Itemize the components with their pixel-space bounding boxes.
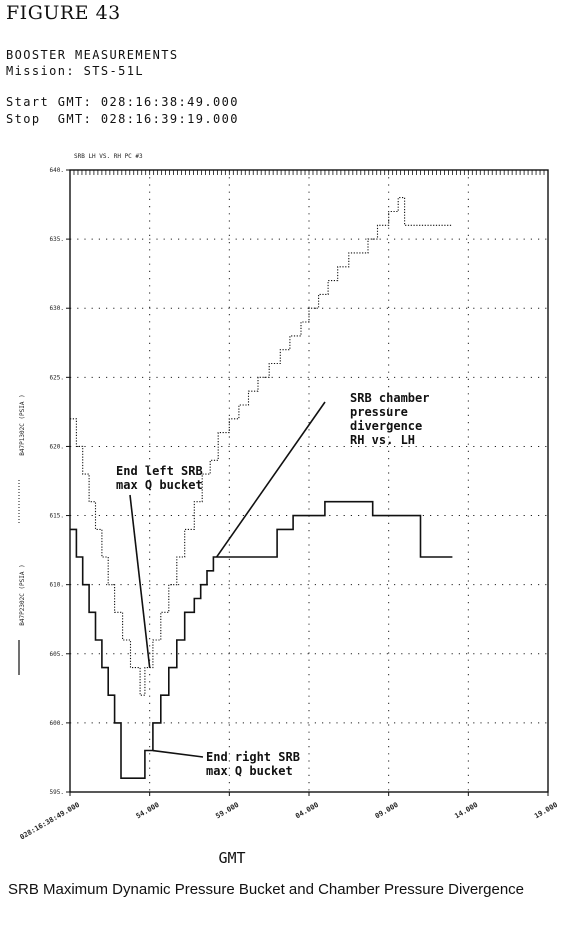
annotation-leader: [152, 749, 204, 758]
y-tick-label: 610.: [50, 582, 64, 589]
annotation-leader: [129, 494, 151, 668]
y-tick-label: 625.: [50, 374, 64, 381]
y-tick-label: 620.: [50, 443, 64, 450]
figure-label: FIGURE 43: [6, 2, 121, 24]
y-tick-label: 600.: [50, 720, 64, 727]
annotation-text: max Q bucket: [206, 764, 293, 778]
x-tick-label: 19.000: [533, 801, 559, 821]
annotation-text: RH vs. LH: [350, 433, 415, 447]
annotation-text: End right SRB: [206, 750, 300, 764]
x-tick-label: 04.000: [294, 801, 320, 821]
legend-entry-dotted: B47P1302C (PSIA ): [19, 394, 26, 455]
annotation-text: SRB chamber: [350, 391, 429, 405]
header-mission: Mission: STS-51L: [6, 64, 144, 78]
series-layer: [70, 197, 453, 780]
header-title: BOOSTER MEASUREMENTS: [6, 48, 179, 62]
x-tick-label: 14.000: [453, 801, 479, 821]
ticks-layer: 595. 600. 605. 610. 615. 620. 625. 630. 635. 640.…: [19, 167, 559, 841]
series-line-B47P1302C: [70, 197, 453, 696]
annotation-text: pressure: [350, 405, 408, 419]
x-tick-label: 028:16:38:49.000: [19, 801, 81, 842]
y-tick-label: 640.: [50, 167, 64, 174]
annotation-leader: [215, 401, 326, 558]
y-tick-label: 605.: [50, 651, 64, 658]
header-start-gmt: Start GMT: 028:16:38:49.000: [6, 95, 239, 109]
figure-caption: SRB Maximum Dynamic Pressure Bucket and …: [8, 881, 525, 898]
y-tick-label: 630.: [50, 305, 64, 312]
grid-layer: [70, 170, 548, 792]
x-tick-label: 09.000: [374, 801, 400, 821]
y-tick-label: 635.: [50, 236, 64, 243]
x-axis-label: GMT: [218, 849, 245, 867]
x-tick-label: 54.000: [135, 801, 161, 821]
chart-svg: 595. 600. 605. 610. 615. 620. 625. 630. 635. 640.…: [18, 153, 559, 867]
legend-entry-solid: B47P2302C (PSIA ): [19, 564, 26, 625]
x-tick-label: 59.000: [214, 801, 240, 821]
series-line-B47P2302C: [70, 500, 453, 780]
annotation-text: End left SRB: [116, 464, 203, 478]
y-tick-label: 595.: [50, 789, 64, 796]
chart-title: SRB LH VS. RH PC #3: [74, 153, 143, 160]
annotation-text: max Q bucket: [116, 478, 203, 492]
y-tick-label: 615.: [50, 513, 64, 520]
header-stop-gmt: Stop GMT: 028:16:39:19.000: [6, 112, 239, 126]
annotation-text: divergence: [350, 419, 422, 433]
